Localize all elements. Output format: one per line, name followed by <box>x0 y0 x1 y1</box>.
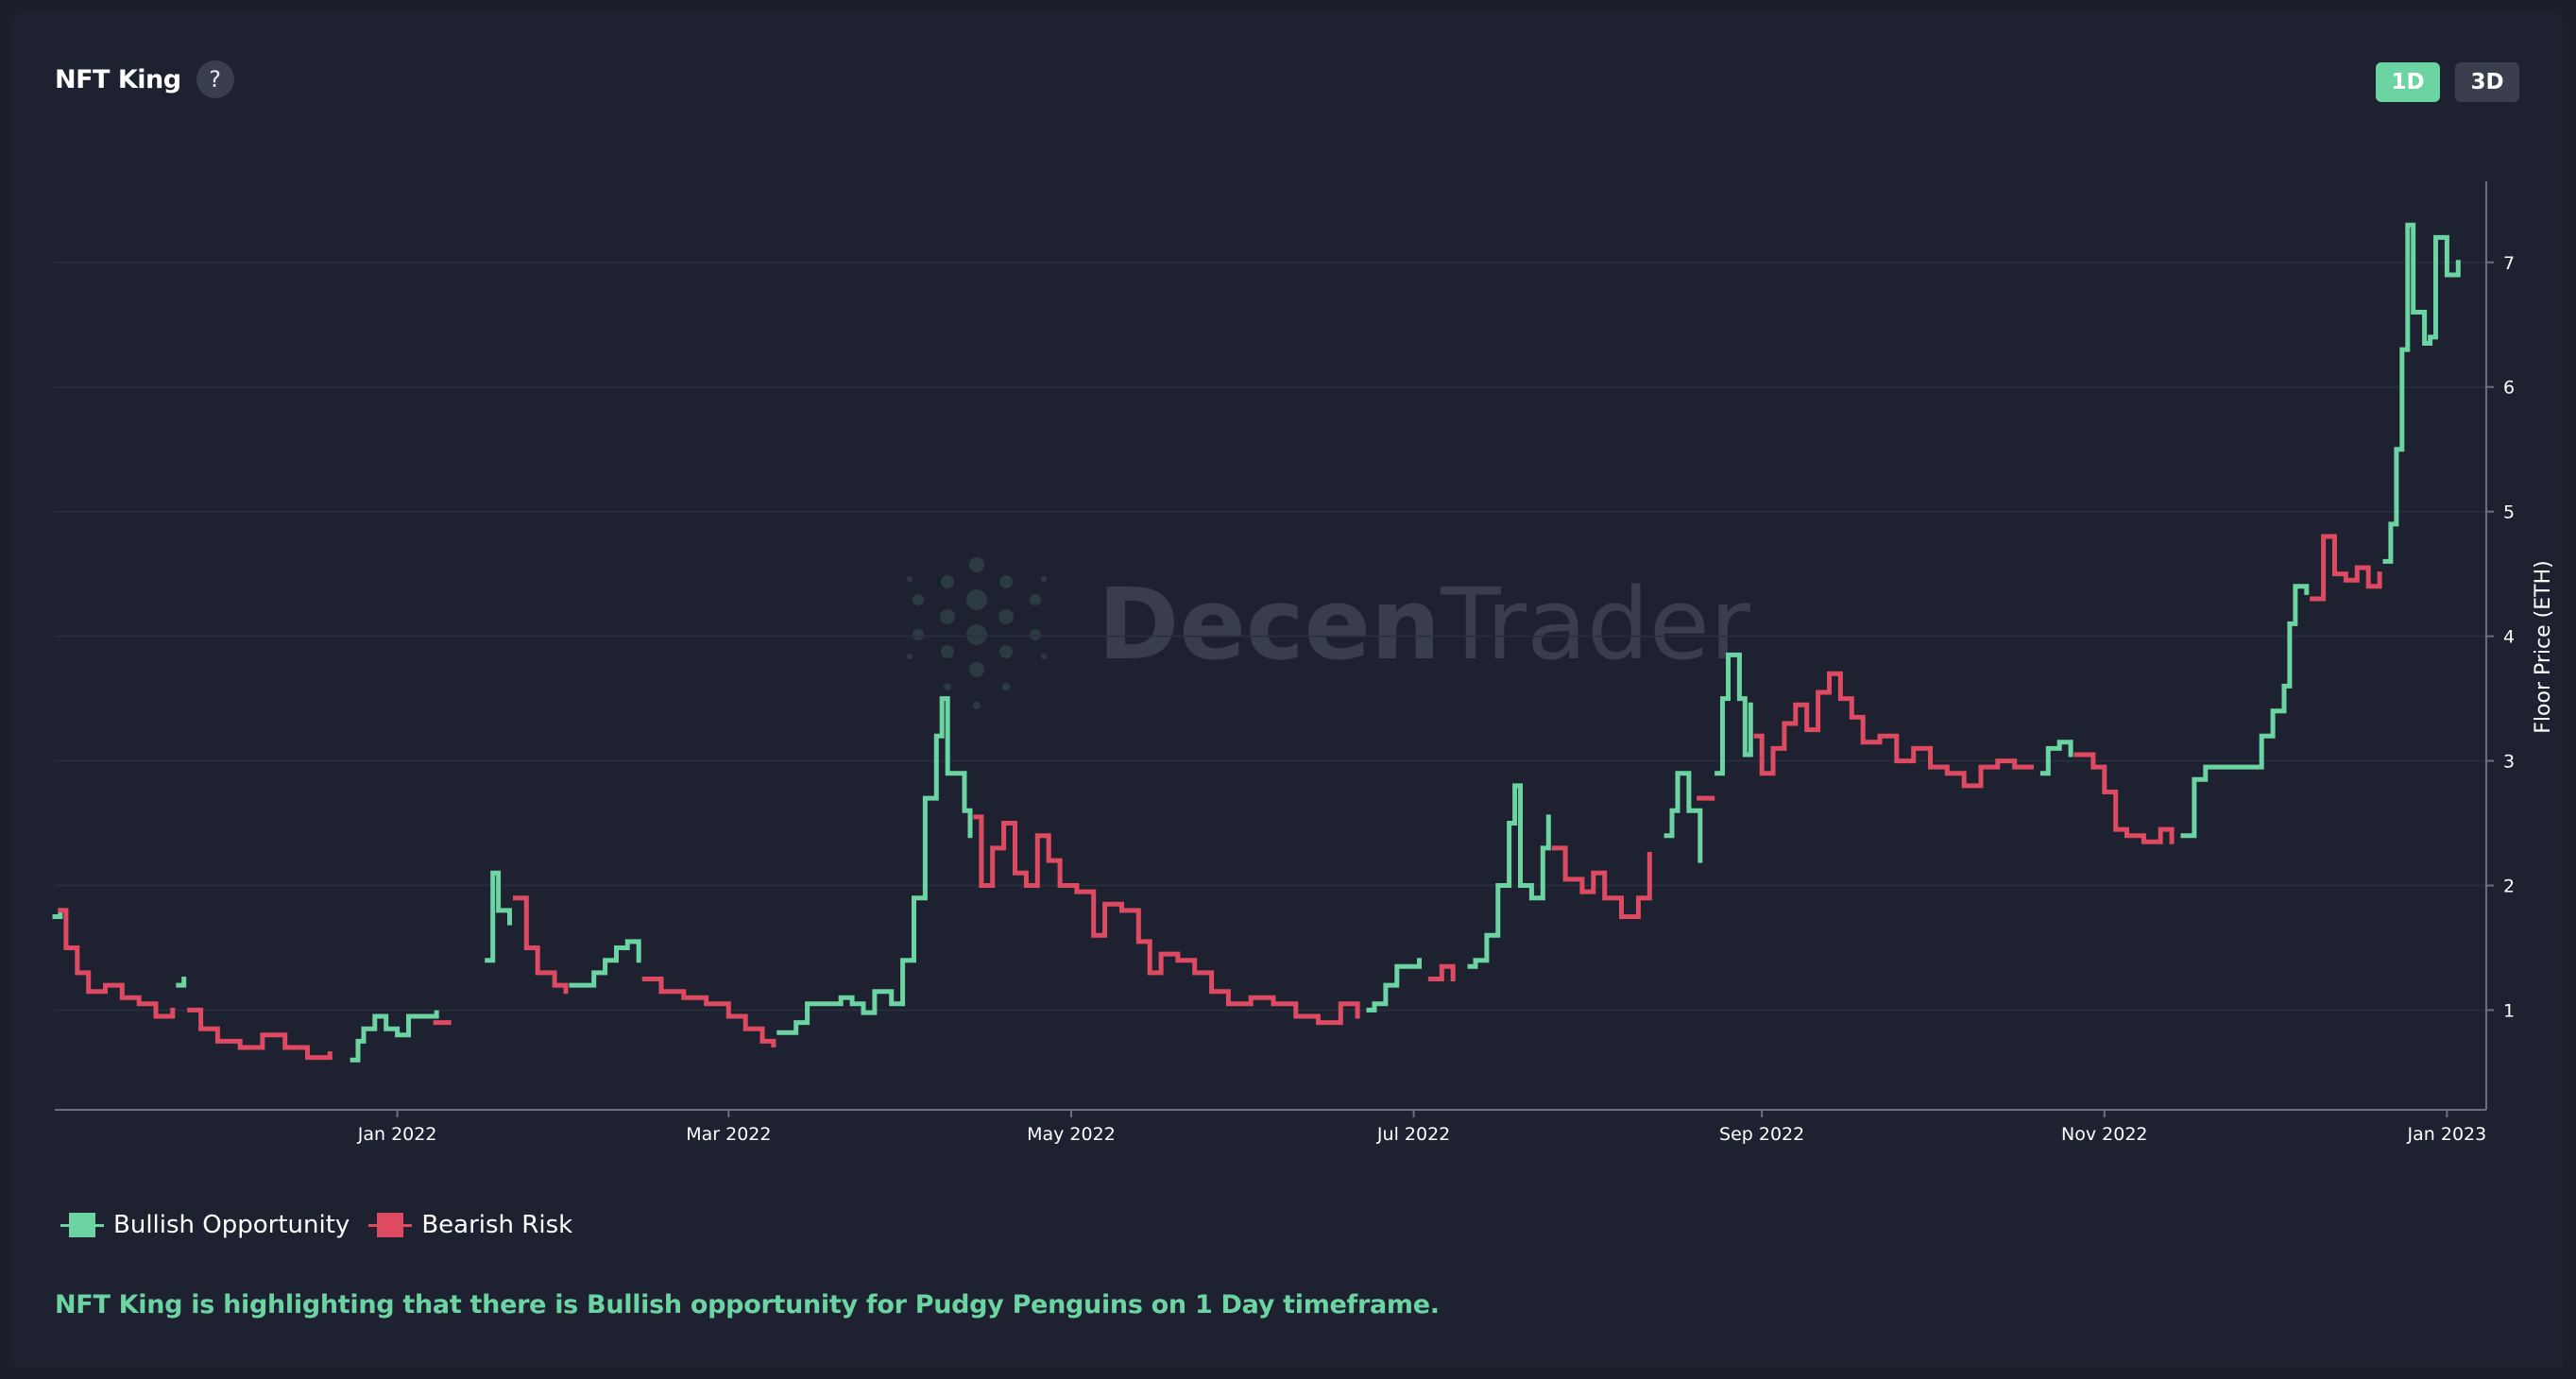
card-header: NFT King ? <box>55 60 234 98</box>
y-axis-title: Floor Price (ETH) <box>2532 560 2555 733</box>
series-bullish <box>52 222 2461 1063</box>
y-tick-label: 7 <box>2503 253 2515 274</box>
gridlines <box>55 262 2486 1012</box>
legend-label-bullish: Bullish Opportunity <box>113 1211 350 1239</box>
y-tick-label: 2 <box>2503 876 2515 896</box>
series-segment <box>973 814 1360 1026</box>
timeframe-toggle: 1D 3D <box>2376 62 2519 102</box>
page-title: NFT King <box>55 64 181 94</box>
timeframe-1d-button[interactable]: 1D <box>2376 62 2440 102</box>
series-segment <box>2180 584 2310 839</box>
legend: Bullish Opportunity Bearish Risk <box>60 1211 572 1239</box>
watermark-logo: DecenTrader <box>907 557 1750 709</box>
help-icon[interactable]: ? <box>196 60 234 98</box>
bullish-swatch-icon <box>60 1213 104 1237</box>
watermark-text: DecenTrader <box>1098 567 1750 682</box>
series-segment <box>641 977 776 1047</box>
series-segment <box>1714 652 1753 776</box>
series-segment <box>1663 771 1703 863</box>
legend-label-bearish: Bearish Risk <box>421 1211 573 1239</box>
series-segment <box>776 696 973 1035</box>
y-tick-label: 5 <box>2503 502 2515 523</box>
series-segment <box>2310 534 2382 602</box>
decentrader-dots-icon <box>907 557 1047 709</box>
series-segment <box>1753 671 2034 789</box>
series-segment <box>2073 752 2175 844</box>
series-segment <box>1467 783 1551 969</box>
y-tick-label: 4 <box>2503 627 2515 648</box>
y-tick-label: 1 <box>2503 1000 2515 1021</box>
series-segment <box>513 895 569 995</box>
series-segment <box>1427 963 1456 981</box>
axes: 1 2 3 4 5 6 7 Jan 2022 Mar 2022 May 2022 Jul 2022 S… <box>55 181 2555 1145</box>
series-segment <box>58 908 176 1019</box>
x-tick-label: Nov 2022 <box>2061 1124 2147 1145</box>
series-segment <box>187 1007 333 1061</box>
x-tick-label: Jan 2022 <box>357 1124 437 1145</box>
series-segment <box>2039 740 2073 776</box>
x-tick-label: Mar 2022 <box>686 1124 771 1145</box>
bearish-swatch-icon <box>368 1213 413 1237</box>
nft-king-card <box>13 13 2563 1368</box>
x-tick-label: May 2022 <box>1027 1124 1116 1145</box>
series-segment <box>176 977 187 988</box>
series-segment <box>569 939 641 988</box>
series-segment <box>350 1010 439 1063</box>
y-tick-label: 6 <box>2503 378 2515 399</box>
summary-text: NFT King is highlighting that there is B… <box>55 1290 1440 1319</box>
series-segment <box>2382 222 2461 564</box>
x-tick-label: Sep 2022 <box>1719 1124 1804 1145</box>
x-tick-label: Jul 2022 <box>1376 1124 1450 1145</box>
series-segment <box>1551 845 1652 919</box>
series-segment <box>1366 958 1422 1013</box>
timeframe-3d-button[interactable]: 3D <box>2455 62 2519 102</box>
legend-item-bullish[interactable]: Bullish Opportunity <box>60 1211 350 1239</box>
series-bearish <box>58 534 2382 1061</box>
y-tick-label: 3 <box>2503 752 2515 773</box>
legend-item-bearish[interactable]: Bearish Risk <box>368 1211 572 1239</box>
series-segment <box>485 870 512 963</box>
series-layer <box>52 222 2461 1063</box>
x-tick-label: Jan 2023 <box>2407 1124 2487 1145</box>
